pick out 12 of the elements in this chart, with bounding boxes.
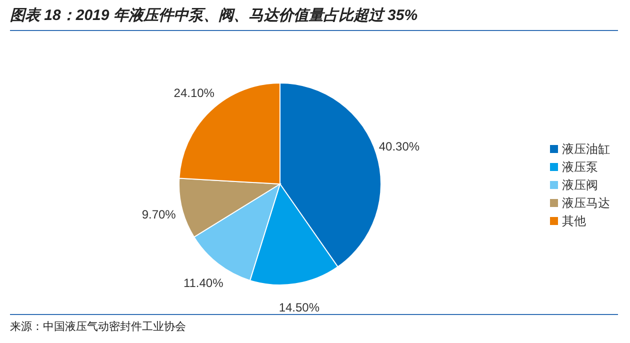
data-label: 24.10% [174,86,215,100]
legend-label: 液压泵 [562,158,598,176]
source-note: 来源：中国液压气动密封件工业协会 [10,319,186,334]
data-label: 9.70% [142,208,176,222]
legend-label: 液压油缸 [562,140,610,158]
data-label: 14.50% [278,300,320,315]
legend-label: 液压马达 [562,194,610,212]
legend-label: 其他 [562,212,586,230]
chart-title: 图表 18：2019 年液压件中泵、阀、马达价值量占比超过 35% [10,6,418,25]
legend-label: 液压阀 [562,176,598,194]
data-label: 40.30% [378,139,420,154]
data-label: 11.40% [183,276,224,290]
